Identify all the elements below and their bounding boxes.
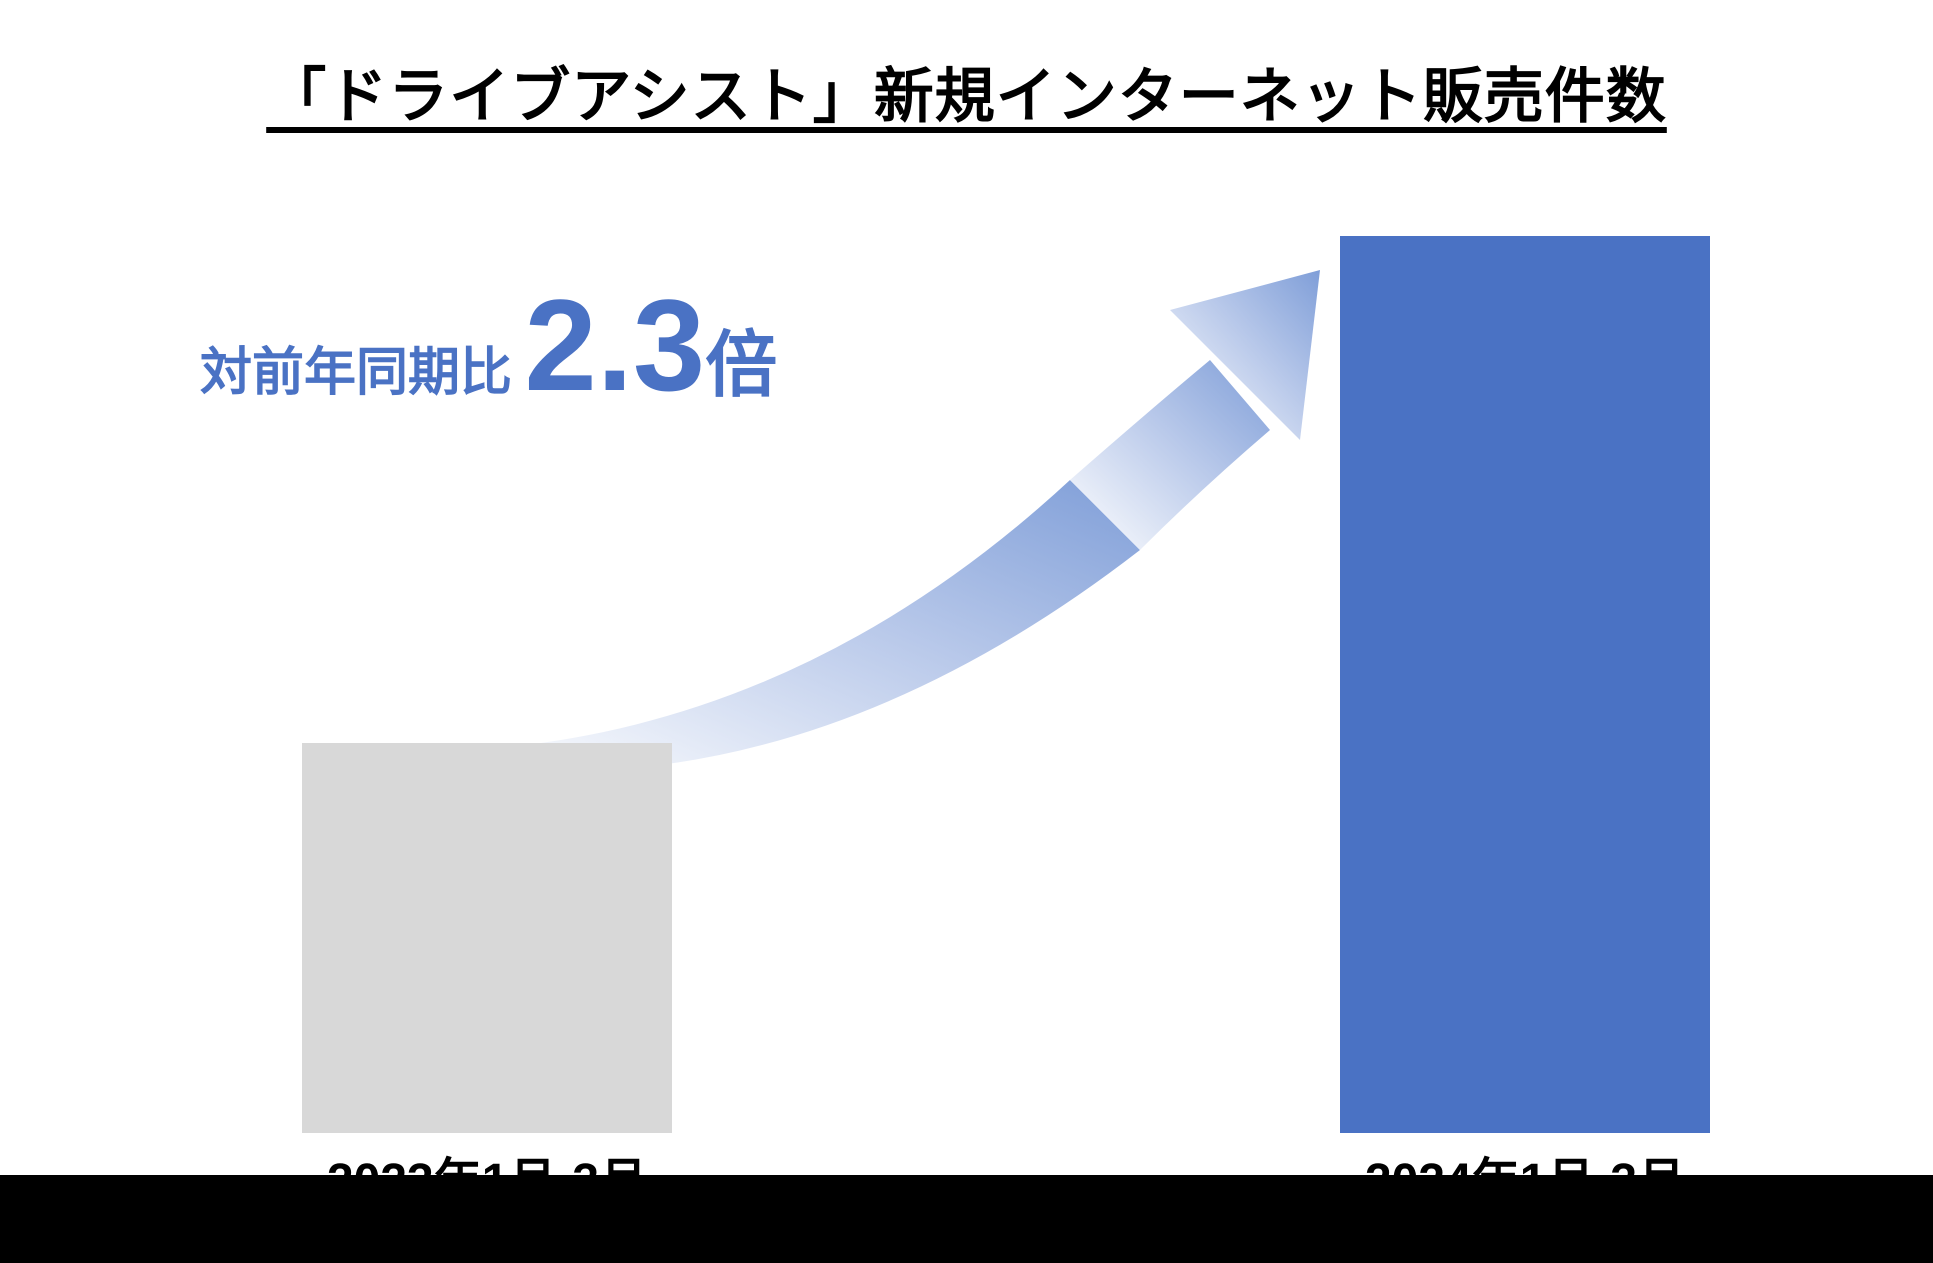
chart-stage: 「ドライブアシスト」新規インターネット販売件数 対前年同期比 2.3倍 202 — [0, 0, 1933, 1263]
callout-suffix: 倍 — [705, 306, 777, 411]
callout-prefix: 対前年同期比 — [200, 330, 512, 405]
chart-title: 「ドライブアシスト」新規インターネット販売件数 — [266, 48, 1667, 135]
bar-2023 — [302, 743, 672, 1133]
bottom-letterbox — [0, 1175, 1933, 1263]
growth-callout: 対前年同期比 2.3倍 — [200, 280, 777, 411]
callout-value: 2.3 — [524, 280, 705, 410]
bar-2024 — [1340, 236, 1710, 1133]
